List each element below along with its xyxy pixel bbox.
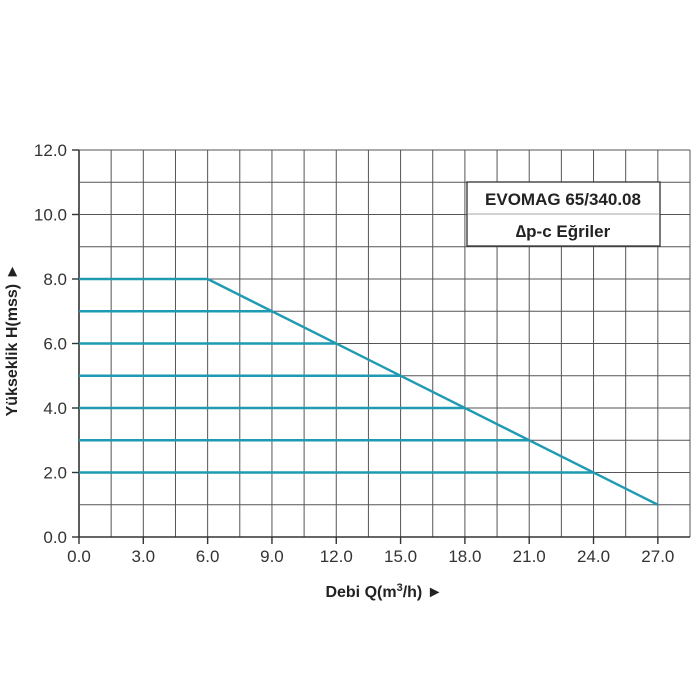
- x-tick-label: 18.0: [448, 547, 481, 566]
- x-label-sup: 3: [397, 582, 403, 594]
- x-tick-label: 6.0: [196, 547, 220, 566]
- x-tick-label: 24.0: [577, 547, 610, 566]
- y-tick-label: 10.0: [34, 206, 67, 225]
- tick-labels: 0.0 3.0 6.0 9.0 12.0 15.0 18.0 21.0 24.0 27.0 0.0 2…: [34, 141, 674, 566]
- chart-subtitle: ∆p-c Eğriler: [516, 222, 611, 241]
- x-tick-label: 12.0: [320, 547, 353, 566]
- y-tick-label: 12.0: [34, 141, 67, 160]
- x-tick-label: 3.0: [131, 547, 155, 566]
- y-axis-label: Yükseklik H(mss) ►: [4, 264, 21, 417]
- legend-box: EVOMAG 65/340.08 ∆p-c Eğriler: [466, 181, 661, 247]
- x-axis-label: Debi Q(m3/h) ►: [325, 582, 442, 601]
- x-tick-label: 0.0: [67, 547, 91, 566]
- series-line-max: [79, 277, 659, 506]
- x-label-post: /h) ►: [403, 584, 443, 601]
- y-tick-label: 4.0: [43, 399, 67, 418]
- y-tick-label: 8.0: [43, 270, 67, 289]
- chart-title: EVOMAG 65/340.08: [485, 190, 641, 209]
- x-label-pre: Debi Q(m: [325, 584, 396, 601]
- x-tick-label: 27.0: [641, 547, 674, 566]
- x-tick-label: 21.0: [513, 547, 546, 566]
- y-tick-label: 2.0: [43, 464, 67, 483]
- x-tick-label: 9.0: [260, 547, 284, 566]
- x-tick-label: 15.0: [384, 547, 417, 566]
- y-tick-label: 6.0: [43, 335, 67, 354]
- series-lines: [79, 277, 659, 506]
- y-tick-label: 0.0: [43, 528, 67, 547]
